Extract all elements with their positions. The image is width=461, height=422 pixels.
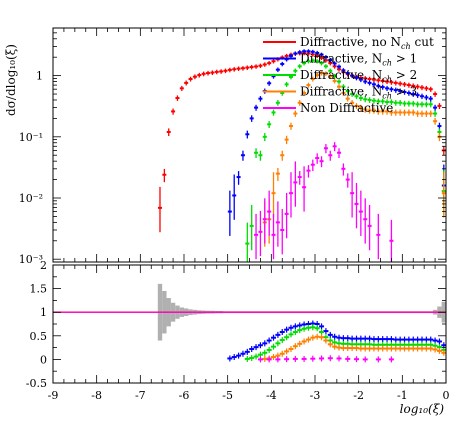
legend-label-tail: > 1: [392, 52, 417, 66]
ratio-y-tick-label: 2: [40, 259, 47, 272]
legend-label-tail: > 3: [392, 85, 417, 99]
ratio-y-tick-label: 0.5: [30, 330, 48, 343]
ratio-y-axis: -0.5 0 0.5 1 1.5 2: [26, 259, 446, 390]
legend-label-text: Diffractive, N: [300, 52, 382, 66]
main-y-tick-label: 1: [36, 70, 43, 83]
legend-label-subscript: ch: [382, 92, 392, 101]
x-tick-label: -2: [353, 389, 364, 402]
legend-label-tail: cut: [411, 35, 434, 49]
legend-label-text: Diffractive, N: [300, 68, 382, 82]
legend-label: Diffractive, Nch > 2: [300, 68, 417, 84]
ratio-y-tick-label: 1: [40, 306, 47, 319]
main-plot-marks: [157, 49, 446, 262]
x-axis-label: log₁₀(ξ): [400, 402, 445, 416]
main-series: [254, 142, 394, 262]
legend-label-text: Non Diffractive: [300, 101, 393, 115]
legend-label: Diffractive, Nch > 1: [300, 52, 417, 68]
x-tick-label: -4: [266, 389, 277, 402]
ratio-series: [227, 320, 447, 362]
ratio-plot-frame: [52, 264, 447, 384]
x-tick-label: -9: [48, 389, 59, 402]
legend-entry: Diffractive, Nch > 2: [263, 68, 417, 84]
main-y-tick-label: 10⁻¹: [19, 131, 43, 144]
ratio-plot-marks: [53, 283, 447, 363]
ratio-series: [257, 355, 394, 363]
ratio-y-tick-label: 1.5: [30, 283, 48, 296]
legend-label-subscript: ch: [382, 59, 392, 68]
legend-entry: Diffractive, Nch > 1: [263, 52, 417, 68]
main-panel: 1 10⁻¹ 10⁻² 10⁻³ dσ/dlog₁₀(ξ) Diffractive, …: [4, 27, 447, 266]
ratio-series: [262, 333, 447, 362]
legend-label-subscript: ch: [401, 42, 411, 51]
x-tick-label: 0: [443, 389, 450, 402]
x-tick-label: -5: [222, 389, 233, 402]
x-tick-label: -6: [179, 389, 190, 402]
main-y-axis: 1 10⁻¹ 10⁻² 10⁻³: [19, 27, 447, 266]
legend-entry: Non Diffractive: [263, 101, 393, 115]
legend-label-text: Diffractive, no N: [300, 35, 401, 49]
ratio-panel: -0.5 0 0.5 1 1.5 2 -9 -8 -7 -6 -5 -4 -3 -2 -1 0 log₁₀(…: [26, 259, 450, 416]
x-tick-label: -8: [91, 389, 102, 402]
main-series: [157, 51, 446, 233]
legend-entry: Diffractive, Nch > 3: [263, 85, 417, 101]
legend-label: Non Diffractive: [300, 101, 393, 115]
x-tick-label: -1: [397, 389, 408, 402]
main-series: [262, 70, 446, 247]
legend-label-subscript: ch: [382, 75, 392, 84]
legend-label: Diffractive, Nch > 3: [300, 85, 417, 101]
x-tick-label: -3: [310, 389, 321, 402]
legend-label-text: Diffractive, N: [300, 85, 382, 99]
x-tick-label: -7: [135, 389, 146, 402]
ratio-y-tick-label: -0.5: [26, 377, 47, 390]
main-y-tick-label: 10⁻³: [19, 253, 43, 266]
main-y-tick-label: 10⁻²: [19, 192, 43, 205]
legend-label: Diffractive, no Nch cut: [300, 35, 434, 51]
main-y-axis-label: dσ/dlog₁₀(ξ): [4, 44, 18, 116]
legend-label-tail: > 2: [392, 68, 417, 82]
legend-entry: Diffractive, no Nch cut: [263, 35, 434, 51]
x-axis: -9 -8 -7 -6 -5 -4 -3 -2 -1 0: [48, 265, 450, 402]
ratio-y-tick-label: 0: [40, 353, 47, 366]
